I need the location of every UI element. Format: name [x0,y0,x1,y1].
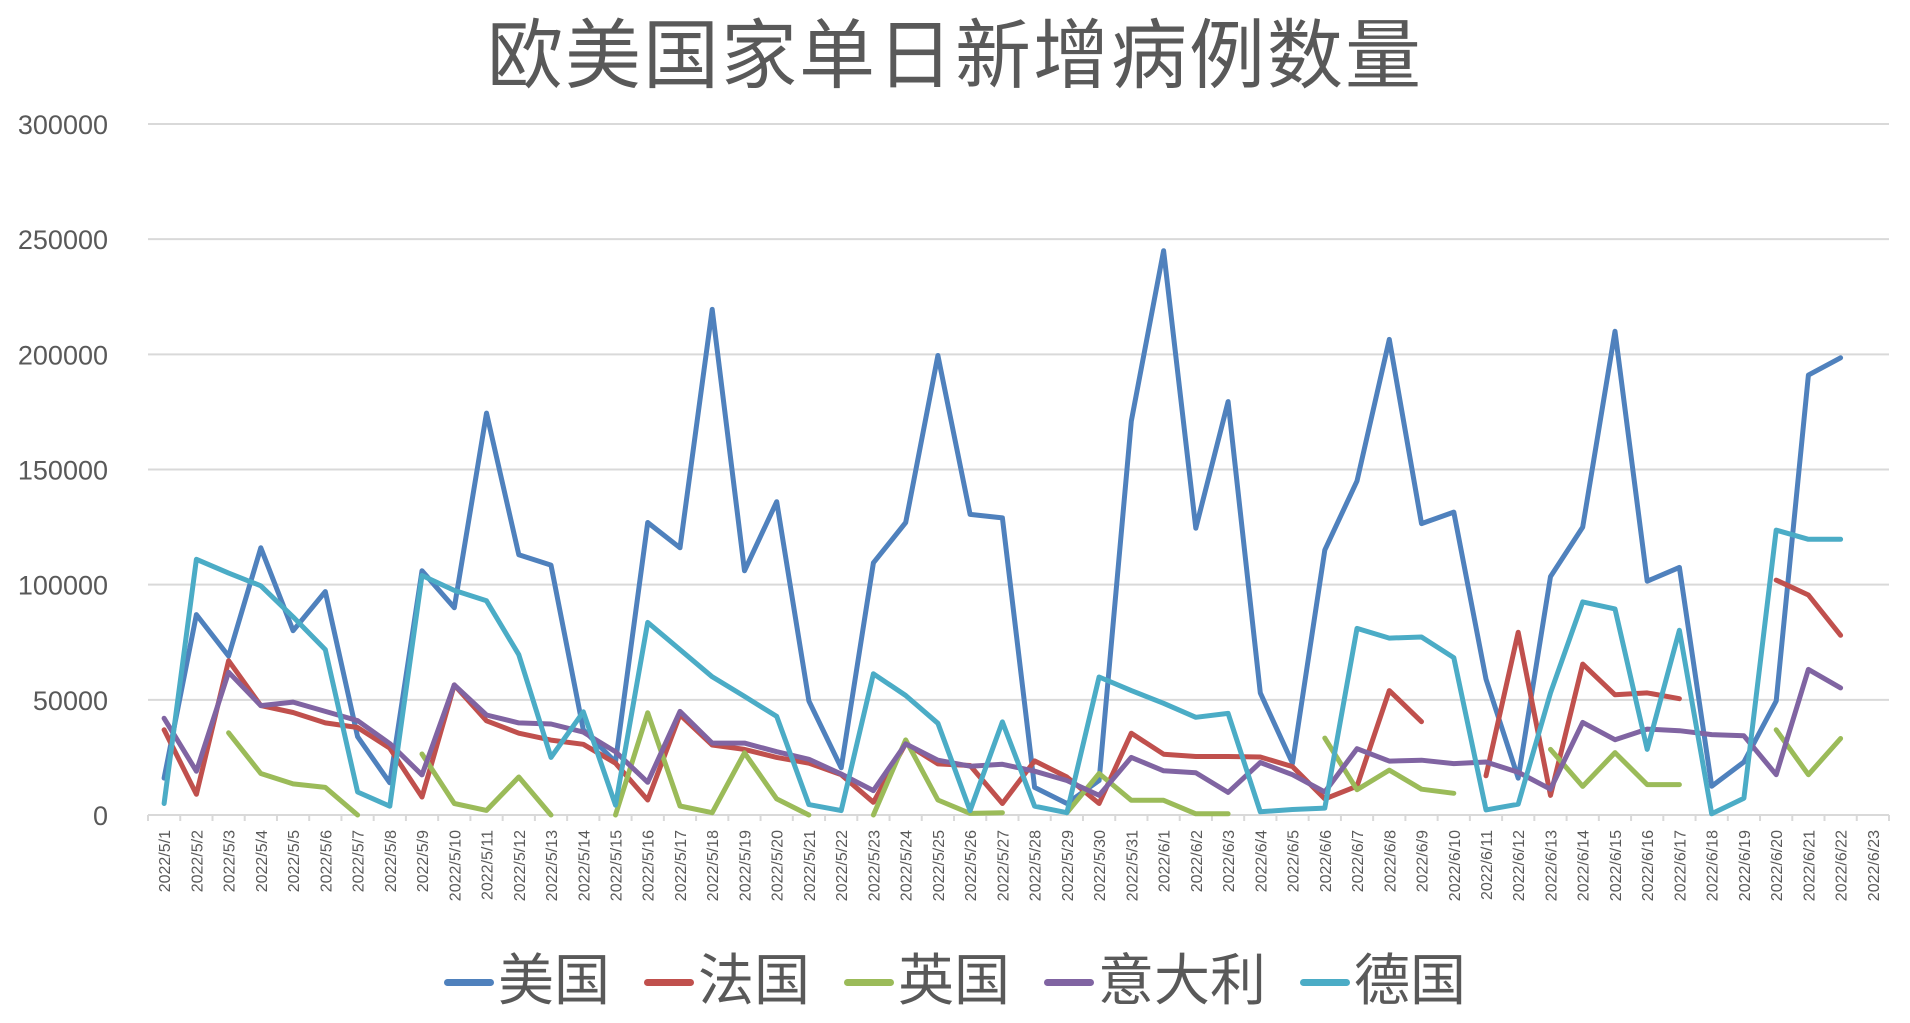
x-tick-label: 2022/5/6 [318,830,335,892]
legend-label: 英国 [898,949,1010,1014]
series-lines [161,248,1844,818]
legend-line-icon [1044,978,1094,986]
x-tick-label: 2022/5/18 [705,830,722,901]
x-tick-label: 2022/5/4 [254,830,271,892]
x-tick-label: 2022/6/11 [1479,830,1496,900]
series-line [226,710,1844,818]
x-tick-label: 2022/5/1 [157,830,174,892]
legend-label: 美国 [498,949,610,1014]
x-tick-label: 2022/5/28 [1028,830,1045,901]
x-tick-label: 2022/5/26 [963,830,980,901]
x-tick-label: 2022/5/30 [1092,830,1109,901]
x-tick-label: 2022/5/22 [834,830,851,901]
x-tick-label: 2022/5/2 [189,830,206,892]
x-tick-label: 2022/6/6 [1318,830,1335,892]
x-tick-label: 2022/6/21 [1801,830,1818,901]
y-tick-label: 300000 [18,110,108,140]
x-tick-label: 2022/6/18 [1705,830,1722,901]
x-tick-label: 2022/6/20 [1769,830,1786,901]
x-tick-label: 2022/5/14 [576,830,593,901]
x-tick-label: 2022/5/11 [480,830,497,900]
x-tick-label: 2022/6/2 [1189,830,1206,892]
legend-item-france[interactable]: 法国 [644,947,810,1017]
y-tick-label: 100000 [18,571,108,601]
x-tick-label: 2022/6/14 [1576,830,1593,901]
x-tick-label: 2022/5/10 [447,830,464,901]
x-tick-label: 2022/6/15 [1608,830,1625,901]
x-tick-label: 2022/5/15 [608,830,625,901]
x-tick-label: 2022/5/31 [1124,830,1141,901]
x-tick-label: 2022/6/13 [1543,830,1560,901]
x-tick-label: 2022/6/9 [1415,830,1432,892]
x-tick-label: 2022/6/17 [1672,830,1689,901]
x-tick-label: 2022/5/20 [770,830,787,901]
y-tick-label: 150000 [18,456,108,486]
x-tick-label: 2022/5/13 [544,830,561,901]
x-tick-label: 2022/6/4 [1253,830,1270,892]
x-tick-label: 2022/5/16 [641,830,658,901]
y-tick-label: 200000 [18,340,108,370]
x-tick-label: 2022/5/24 [899,830,916,901]
x-tick-label: 2022/5/9 [415,830,432,892]
series-line [161,666,1844,798]
x-tick-label: 2022/5/3 [222,830,239,892]
x-tick-label: 2022/5/7 [351,830,368,892]
legend-line-icon [644,978,694,986]
chart-title: 欧美国家单日新增病例数量 [487,11,1423,100]
x-tick-label: 2022/5/21 [802,830,819,901]
x-tick-label: 2022/6/7 [1350,830,1367,892]
series-line [161,248,1844,806]
x-tick-label: 2022/5/27 [995,830,1012,901]
x-axis: 2022/5/1 2022/5/2 2022/5/3 2022/5/4 2022/5/5… [147,814,1890,901]
legend-line-icon [1300,978,1350,986]
legend-item-italy[interactable]: 意大利 [1044,947,1266,1017]
x-tick-label: 2022/6/5 [1286,830,1303,892]
series-line [161,527,1844,817]
x-tick-label: 2022/5/29 [1060,830,1077,901]
x-tick-label: 2022/5/12 [512,830,529,901]
x-tick-label: 2022/6/19 [1737,830,1754,901]
x-tick-label: 2022/5/5 [286,830,303,892]
x-tick-label: 2022/6/3 [1221,830,1238,892]
x-tick-label: 2022/6/23 [1866,830,1883,901]
x-tick-label: 2022/6/22 [1834,830,1851,901]
legend-item-uk[interactable]: 英国 [844,947,1010,1017]
legend-line-icon [844,978,894,986]
legend-line-icon [444,978,494,986]
legend-label: 法国 [698,949,810,1014]
y-axis: 0 50000 100000 150000 200000 250000 300000 [18,110,108,831]
x-tick-label: 2022/5/8 [383,830,400,892]
x-tick-label: 2022/6/10 [1447,830,1464,901]
y-tick-label: 50000 [33,686,108,716]
legend-label: 德国 [1354,949,1466,1014]
x-tick-label: 2022/6/12 [1511,830,1528,901]
x-tick-label: 2022/5/19 [737,830,754,901]
x-tick-label: 2022/5/25 [931,830,948,901]
x-tick-label: 2022/6/8 [1382,830,1399,892]
legend-item-germany[interactable]: 德国 [1300,947,1466,1017]
y-tick-label: 0 [93,801,108,831]
x-tick-label: 2022/6/1 [1157,830,1174,892]
legend-label: 意大利 [1098,949,1266,1014]
legend-item-usa[interactable]: 美国 [444,947,610,1017]
legend: 美国 法国 英国 意大利 德国 [0,942,1910,1022]
x-tick-label: 2022/6/16 [1640,830,1657,901]
x-tick-label: 2022/5/17 [673,830,690,901]
x-tick-label: 2022/5/23 [866,830,883,901]
y-tick-label: 250000 [18,225,108,255]
